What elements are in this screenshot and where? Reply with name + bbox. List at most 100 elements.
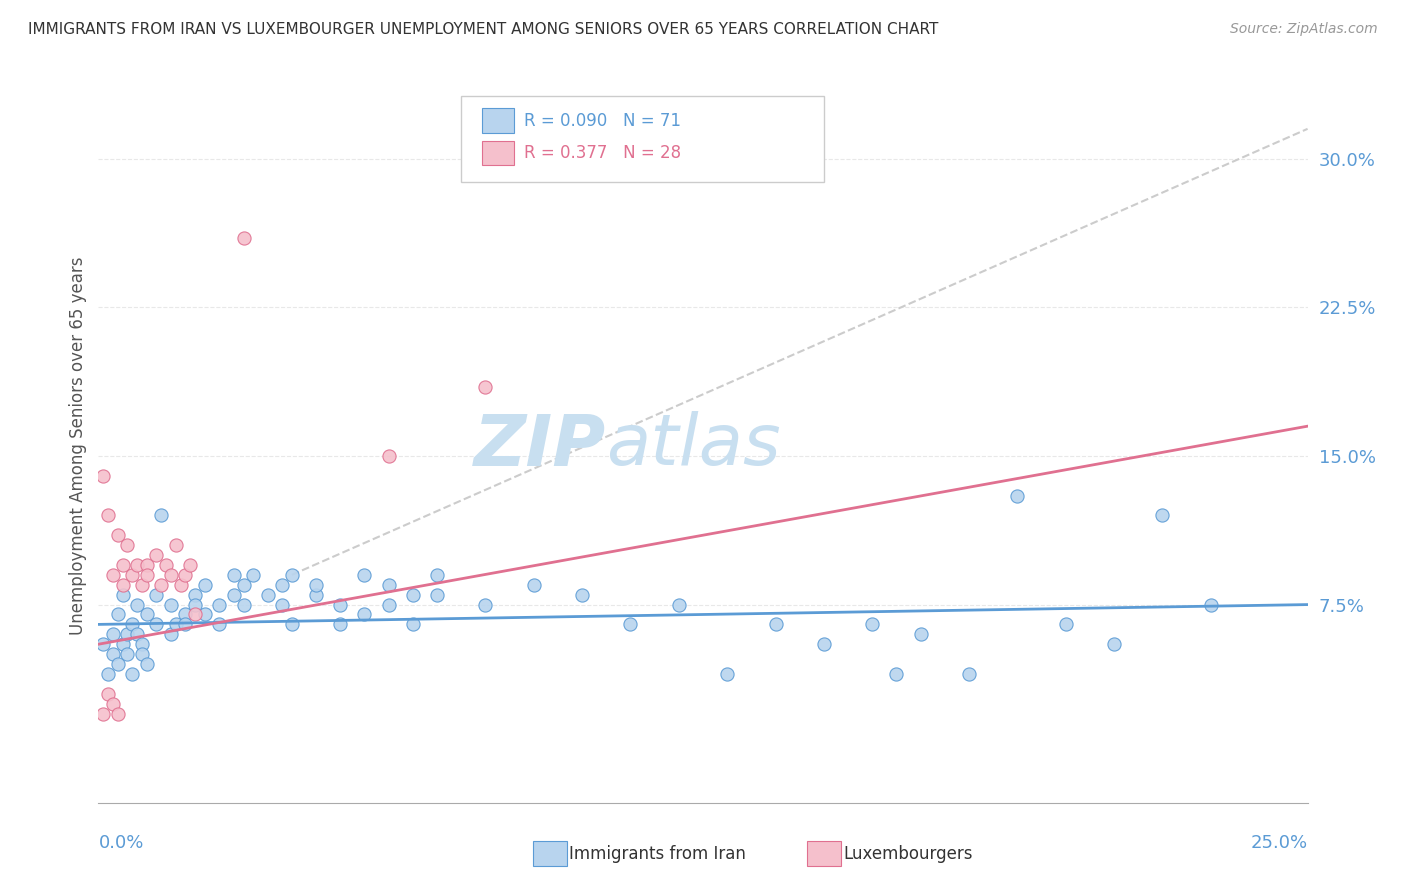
Point: [145, 588, 167, 602]
Point: [716, 667, 738, 681]
Point: [160, 567, 183, 582]
Point: [1007, 489, 1029, 503]
Point: [305, 578, 328, 592]
Point: [174, 607, 197, 622]
Point: [150, 578, 173, 592]
Point: [813, 637, 835, 651]
Point: [121, 567, 143, 582]
Point: [232, 231, 254, 245]
Point: [174, 567, 197, 582]
Point: [377, 578, 399, 592]
Point: [91, 706, 114, 721]
Point: [117, 538, 139, 552]
Point: [117, 647, 139, 661]
Point: [232, 578, 254, 592]
Point: [179, 558, 201, 572]
Point: [765, 617, 787, 632]
Point: [271, 598, 294, 612]
Point: [194, 607, 217, 622]
Point: [155, 558, 177, 572]
Point: [222, 567, 245, 582]
Point: [121, 667, 143, 681]
Text: IMMIGRANTS FROM IRAN VS LUXEMBOURGER UNEMPLOYMENT AMONG SENIORS OVER 65 YEARS CO: IMMIGRANTS FROM IRAN VS LUXEMBOURGER UNE…: [28, 22, 938, 37]
Point: [165, 538, 187, 552]
Point: [329, 598, 352, 612]
Point: [131, 647, 153, 661]
Point: [353, 607, 375, 622]
Point: [111, 558, 134, 572]
Point: [208, 617, 231, 632]
Point: [101, 567, 124, 582]
Point: [135, 558, 157, 572]
Point: [474, 379, 496, 393]
Point: [107, 657, 129, 671]
Text: R = 0.090   N = 71: R = 0.090 N = 71: [524, 112, 681, 129]
Point: [127, 598, 149, 612]
Point: [121, 617, 143, 632]
Point: [111, 588, 134, 602]
Point: [232, 598, 254, 612]
Point: [107, 607, 129, 622]
Point: [402, 617, 425, 632]
Point: [474, 598, 496, 612]
Point: [281, 617, 304, 632]
Point: [107, 528, 129, 542]
FancyBboxPatch shape: [482, 141, 515, 165]
Point: [957, 667, 980, 681]
Point: [184, 588, 207, 602]
Point: [145, 617, 167, 632]
Point: [111, 637, 134, 651]
Text: ZIP: ZIP: [474, 411, 606, 481]
Point: [377, 598, 399, 612]
Point: [523, 578, 546, 592]
Point: [135, 567, 157, 582]
Point: [402, 588, 425, 602]
Point: [1199, 598, 1222, 612]
Point: [165, 617, 187, 632]
Point: [910, 627, 932, 641]
Point: [1054, 617, 1077, 632]
FancyBboxPatch shape: [482, 109, 515, 133]
Point: [150, 508, 173, 523]
FancyBboxPatch shape: [461, 96, 824, 182]
Point: [111, 578, 134, 592]
Point: [160, 627, 183, 641]
Point: [668, 598, 690, 612]
Point: [107, 706, 129, 721]
Point: [256, 588, 278, 602]
Point: [127, 627, 149, 641]
Point: [1102, 637, 1125, 651]
Point: [101, 627, 124, 641]
Point: [117, 627, 139, 641]
Point: [1152, 508, 1174, 523]
Point: [91, 637, 114, 651]
Point: [169, 578, 191, 592]
Text: atlas: atlas: [606, 411, 780, 481]
Point: [208, 598, 231, 612]
Point: [97, 508, 120, 523]
Point: [97, 687, 120, 701]
Point: [131, 637, 153, 651]
Point: [329, 617, 352, 632]
Point: [886, 667, 908, 681]
Point: [571, 588, 593, 602]
Point: [281, 567, 304, 582]
Point: [353, 567, 375, 582]
Point: [426, 588, 449, 602]
Point: [194, 578, 217, 592]
Point: [145, 548, 167, 562]
Point: [131, 578, 153, 592]
Text: Luxembourgers: Luxembourgers: [844, 845, 973, 863]
Point: [860, 617, 883, 632]
Point: [271, 578, 294, 592]
Point: [377, 449, 399, 463]
Y-axis label: Unemployment Among Seniors over 65 years: Unemployment Among Seniors over 65 years: [69, 257, 87, 635]
Point: [91, 468, 114, 483]
Point: [242, 567, 264, 582]
Point: [619, 617, 641, 632]
Point: [426, 567, 449, 582]
Point: [127, 558, 149, 572]
Point: [101, 647, 124, 661]
Point: [305, 588, 328, 602]
Text: 25.0%: 25.0%: [1250, 834, 1308, 852]
